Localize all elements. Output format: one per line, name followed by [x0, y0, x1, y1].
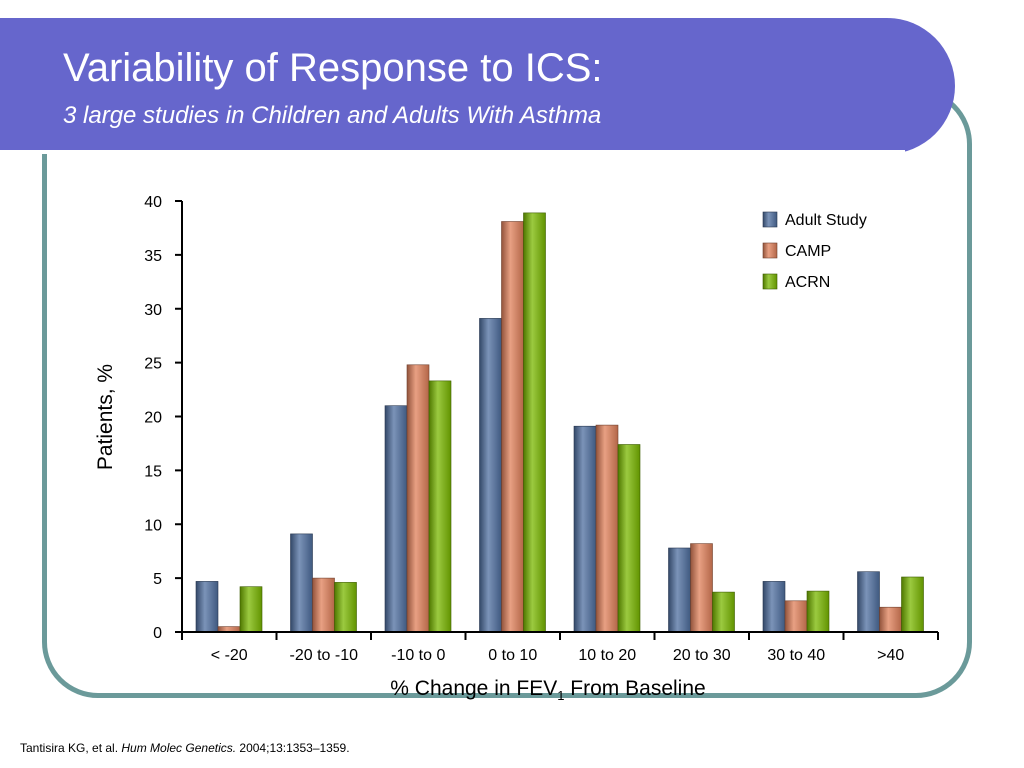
bar-adult-study-1 — [290, 533, 313, 633]
bar-adult-study-7 — [857, 571, 880, 633]
bar-acrn-7 — [901, 576, 924, 633]
y-tick-label: 25 — [144, 356, 162, 373]
citation-details: 2004;13:1353–1359. — [236, 741, 350, 755]
x-tick-label: 30 to 40 — [767, 647, 825, 664]
y-axis-label: Patients, % — [94, 364, 117, 470]
axes-group: 0 5 10 15 20 25 30 35 40 < -20 -20 to -10 -10 to 0 0… — [144, 194, 939, 664]
legend-label-adult-study: Adult Study — [785, 212, 867, 229]
bar-acrn-6 — [806, 590, 830, 633]
legend-swatch-acrn — [762, 273, 778, 290]
legend-label-acrn: ACRN — [785, 274, 830, 291]
y-tick-label: 5 — [153, 571, 162, 588]
bar-camp-1 — [312, 577, 335, 633]
legend-swatch-camp — [762, 242, 778, 259]
bar-camp-3 — [501, 221, 524, 633]
x-axis-label-subscript: 1 — [557, 688, 564, 703]
citation: Tantisira KG, et al. Hum Molec Genetics.… — [20, 741, 350, 755]
bar-adult-study-2 — [384, 405, 408, 633]
x-tick-label: 0 to 10 — [488, 647, 537, 664]
y-tick-label: 20 — [144, 410, 162, 427]
x-axis-label-tail: From Baseline — [564, 677, 705, 700]
bar-adult-study-0 — [195, 581, 219, 633]
bar-acrn-3 — [523, 212, 546, 633]
y-tick-label: 30 — [144, 302, 162, 319]
x-tick-label: < -20 — [211, 647, 248, 664]
bar-adult-study-6 — [762, 581, 786, 633]
x-axis-label-main: % Change in FEV — [390, 677, 557, 700]
legend: Adult Study CAMP ACRN — [762, 211, 867, 291]
slide-title: Variability of Response to ICS: — [63, 46, 603, 90]
y-tick-label: 0 — [153, 625, 162, 642]
x-tick-label: -10 to 0 — [391, 647, 445, 664]
title-rule — [0, 150, 905, 154]
slide-subtitle: 3 large studies in Children and Adults W… — [63, 102, 602, 129]
legend-label-camp: CAMP — [785, 243, 831, 260]
bar-camp-4 — [595, 424, 619, 633]
citation-authors: Tantisira KG, et al. — [20, 741, 122, 755]
bar-acrn-2 — [428, 380, 452, 633]
y-tick-label: 35 — [144, 248, 162, 265]
citation-journal: Hum Molec Genetics. — [121, 741, 237, 755]
bar-acrn-5 — [712, 591, 735, 633]
x-axis-label: % Change in FEV1 From Baseline — [390, 677, 705, 703]
y-tick-label: 15 — [144, 463, 162, 480]
bar-camp-2 — [406, 364, 430, 633]
bar-acrn-0 — [239, 586, 263, 633]
bar-acrn-4 — [617, 444, 641, 633]
x-tick-label: 20 to 30 — [673, 647, 731, 664]
bar-adult-study-4 — [573, 425, 597, 633]
bar-camp-7 — [879, 606, 902, 633]
legend-swatch-adult-study — [762, 211, 778, 228]
bar-adult-study-3 — [479, 318, 502, 633]
bars-group — [195, 212, 924, 633]
x-tick-label: 10 to 20 — [578, 647, 636, 664]
bar-acrn-1 — [334, 582, 357, 633]
x-tick-label: >40 — [877, 647, 904, 664]
y-tick-label: 10 — [144, 517, 162, 534]
bar-adult-study-5 — [668, 547, 691, 633]
bar-camp-6 — [784, 600, 808, 633]
bar-camp-5 — [690, 543, 713, 633]
title-bar — [0, 18, 955, 154]
y-tick-label: 40 — [144, 194, 162, 211]
x-tick-label: -20 to -10 — [290, 647, 359, 664]
